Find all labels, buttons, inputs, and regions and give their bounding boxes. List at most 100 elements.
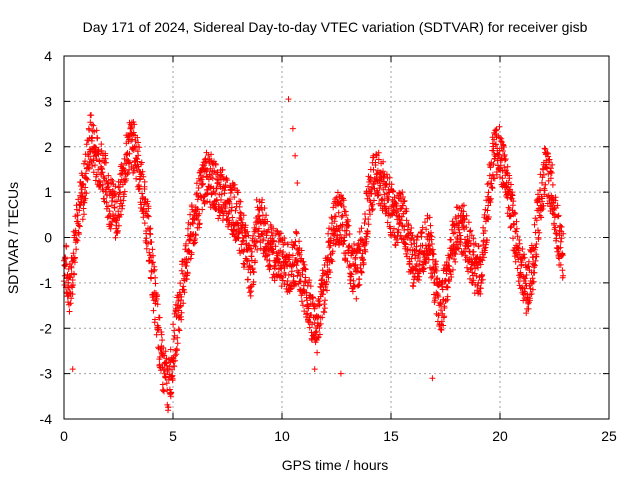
data-point [121,167,128,174]
data-point [422,219,428,226]
data-point [353,295,360,302]
data-point [496,123,503,130]
data-point [204,198,211,205]
data-point [490,161,497,168]
data-point [213,185,220,192]
data-point [333,194,340,201]
data-point [228,187,235,194]
data-point [265,251,272,258]
data-point [403,208,410,215]
data-point [523,310,530,317]
data-point [434,275,441,282]
data-point [350,277,357,284]
data-point [208,151,215,158]
data-point [334,189,341,196]
data-point [261,220,267,227]
data-point [426,214,433,221]
data-point [408,225,415,231]
data-point [403,217,410,224]
y-tick-label: -4 [40,411,53,427]
data-point [193,180,200,187]
data-point [549,161,556,168]
x-tick-label: 20 [492,428,508,444]
data-point [205,152,212,158]
data-point [553,231,560,237]
data-point [526,297,533,304]
data-point [231,222,238,229]
data-point [394,216,401,223]
data-point [400,194,406,200]
data-point [187,211,194,218]
data-point [250,269,257,276]
data-point [532,244,539,251]
data-point [535,227,541,234]
data-point [285,241,291,248]
data-point [370,166,377,173]
data-point [349,288,356,295]
data-point [549,181,556,188]
data-point [560,272,567,279]
data-point [340,203,347,210]
data-point [439,286,446,293]
data-point [298,298,305,305]
data-point [246,289,253,296]
data-point [314,334,321,341]
data-point [482,227,488,234]
data-point [240,237,247,244]
data-point [451,256,457,262]
data-point [528,291,535,297]
data-point [159,337,166,344]
data-point [467,227,474,234]
data-point [218,191,225,198]
data-point [235,189,242,196]
data-point [473,273,480,279]
data-point [278,265,285,272]
data-point [143,245,150,252]
data-point [90,122,97,129]
data-point [82,195,89,202]
data-point [470,235,477,242]
data-point [229,186,235,193]
data-point [510,198,517,205]
data-point [147,231,154,238]
data-point [451,250,458,256]
data-point [413,243,420,250]
data-point [81,160,87,167]
data-point [419,224,426,231]
data-point [460,208,467,215]
data-point [153,331,160,338]
data-point [329,248,336,255]
data-point [514,233,521,240]
data-point [465,219,472,226]
data-point [432,258,439,265]
data-point [293,262,300,269]
data-point [511,209,518,216]
data-point [452,258,459,265]
data-point [323,278,330,285]
data-point [177,280,184,287]
data-point [167,346,174,353]
data-point [160,344,167,351]
data-point [344,258,351,265]
data-point [401,223,408,230]
data-point [477,285,484,292]
data-point [73,246,80,253]
data-point [499,175,506,182]
data-point [252,257,259,264]
data-point [289,125,296,132]
data-point [408,241,415,248]
data-point [270,225,277,232]
data-point [371,197,377,204]
data-point [331,218,338,225]
data-point [485,189,492,196]
data-point [477,261,484,268]
data-point [125,160,132,167]
data-point [156,314,163,321]
data-point [100,173,107,180]
data-point [277,230,284,237]
data-point [154,301,161,308]
data-point [504,163,511,170]
data-point [84,176,91,183]
data-point [400,198,407,205]
data-point [332,213,339,220]
